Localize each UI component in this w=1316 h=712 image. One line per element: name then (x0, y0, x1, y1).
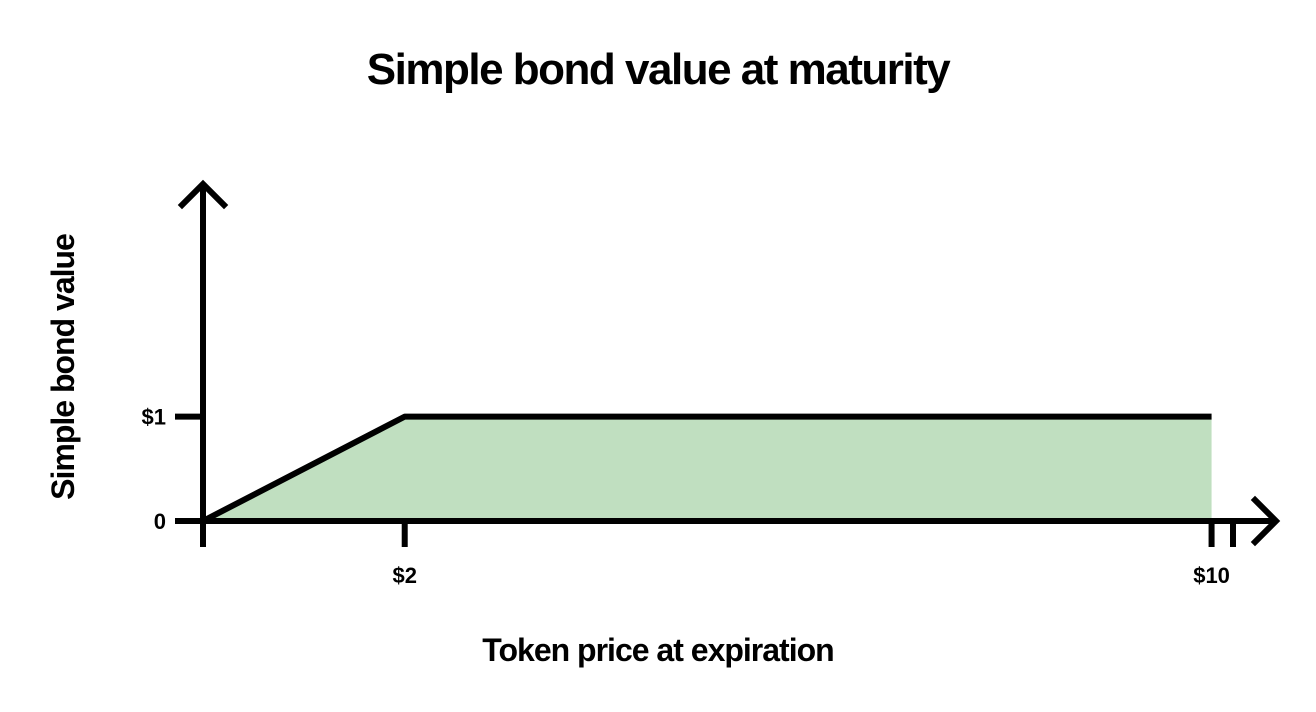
plot-area: $2 $10 0 $1 (142, 179, 1281, 588)
y-tick-label: $1 (142, 405, 166, 430)
series-line (201, 413, 1212, 524)
x-tick-label: $2 (392, 563, 416, 588)
x-axis-label: Token price at expiration (482, 632, 833, 668)
y-axis-arrow (177, 179, 229, 210)
y-axis-label: Simple bond value (45, 234, 81, 500)
x-tick-label: $10 (1193, 563, 1230, 588)
chart-title: Simple bond value at maturity (367, 45, 951, 94)
y-tick-label: 0 (154, 509, 166, 534)
x-axis-arrow (1250, 495, 1281, 547)
area-fill (203, 416, 1212, 521)
